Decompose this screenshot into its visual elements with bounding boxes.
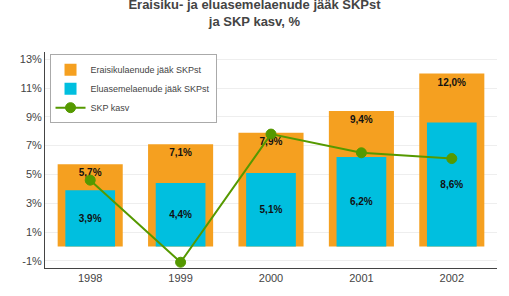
svg-text:3%: 3% xyxy=(26,197,42,209)
svg-text:11%: 11% xyxy=(21,82,42,94)
svg-text:8,6%: 8,6% xyxy=(440,179,463,190)
svg-text:SKP kasv: SKP kasv xyxy=(91,103,130,113)
svg-text:5%: 5% xyxy=(26,168,42,180)
svg-text:9%: 9% xyxy=(26,111,42,123)
svg-text:Eraisiku- ja eluasemelaenude j: Eraisiku- ja eluasemelaenude jääk SKPstj… xyxy=(128,0,381,29)
svg-text:1999: 1999 xyxy=(168,272,192,284)
svg-text:2001: 2001 xyxy=(349,272,373,284)
svg-text:2000: 2000 xyxy=(259,272,283,284)
svg-text:6,2%: 6,2% xyxy=(350,196,373,207)
svg-text:5,1%: 5,1% xyxy=(260,204,283,215)
svg-text:12,0%: 12,0% xyxy=(438,77,466,88)
svg-text:4,4%: 4,4% xyxy=(169,209,192,220)
svg-text:2002: 2002 xyxy=(440,272,464,284)
svg-text:9,4%: 9,4% xyxy=(350,114,373,125)
svg-text:5,7%: 5,7% xyxy=(79,167,102,178)
svg-text:13%: 13% xyxy=(20,53,42,65)
svg-text:Eluasemelaenude jääk SKPst: Eluasemelaenude jääk SKPst xyxy=(91,84,210,94)
svg-text:1%: 1% xyxy=(26,226,42,238)
svg-text:7,1%: 7,1% xyxy=(169,147,192,158)
svg-text:1998: 1998 xyxy=(78,272,102,284)
svg-text:Eraisikulaenude jääk SKPst: Eraisikulaenude jääk SKPst xyxy=(91,65,202,75)
svg-text:-1%: -1% xyxy=(22,255,42,267)
svg-text:7%: 7% xyxy=(26,139,42,151)
svg-text:7,9%: 7,9% xyxy=(260,136,283,147)
svg-text:3,9%: 3,9% xyxy=(79,213,102,224)
